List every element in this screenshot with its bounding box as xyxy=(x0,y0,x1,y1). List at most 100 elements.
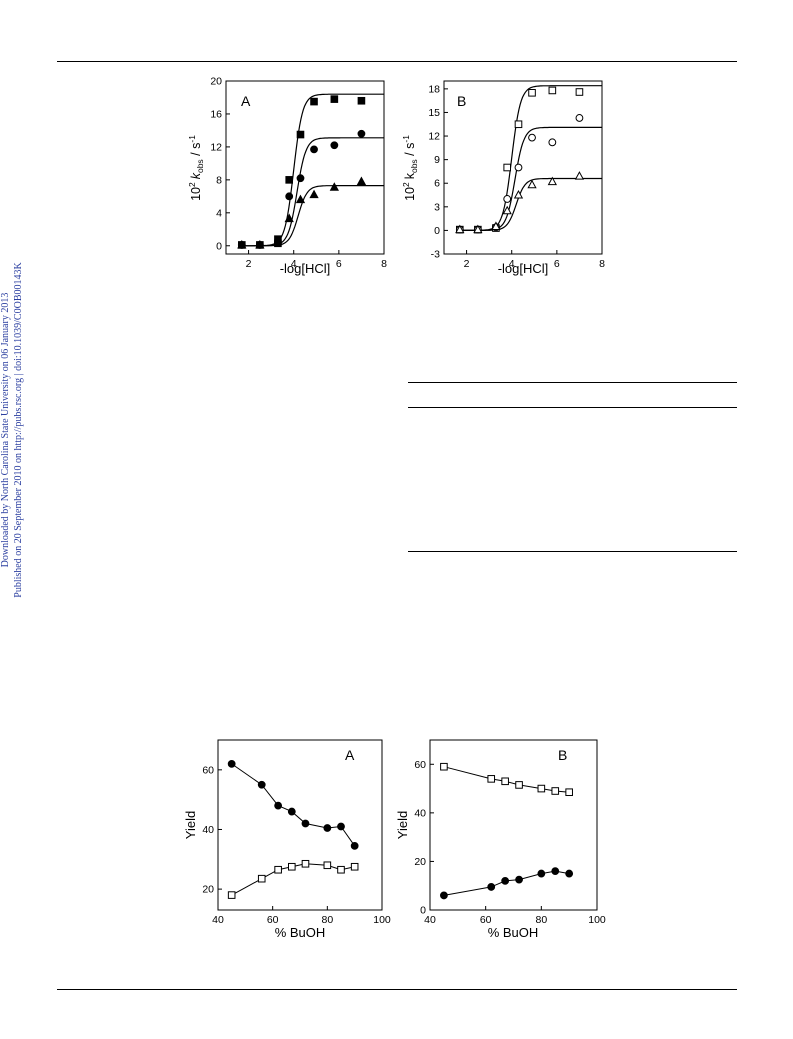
figure2-panel-a-chart: 40 60 80 100 20 40 60 A % BuOH Yield xyxy=(183,739,391,940)
data-point-circle xyxy=(528,133,536,142)
y-tick-label: 60 xyxy=(202,764,214,776)
axis-ticks: 2 4 6 8 0 4 8 12 16 20 xyxy=(210,76,387,271)
plot-frame xyxy=(443,80,603,255)
data-point-triangle xyxy=(273,236,283,246)
data-point-square xyxy=(323,861,332,870)
x-tick-label: 60 xyxy=(480,914,492,926)
data-point-circle xyxy=(337,822,345,831)
data-point-circle xyxy=(227,759,236,768)
data-point-square xyxy=(274,865,282,874)
data-point-circle xyxy=(501,876,510,885)
y-tick-label: 16 xyxy=(210,108,222,120)
data-point-square xyxy=(288,862,296,871)
data-point-circle xyxy=(301,819,310,828)
plot-frame xyxy=(217,739,383,911)
download-notice-line[interactable]: Downloaded by North Carolina State Unive… xyxy=(0,292,11,568)
publication-notice-line[interactable]: Published on 20 September 2010 on http:/… xyxy=(12,262,24,598)
plot-frame xyxy=(225,80,385,255)
data-point-square xyxy=(350,862,359,871)
x-tick-label: 40 xyxy=(212,914,224,926)
table-bottom-rule xyxy=(408,551,737,552)
x-tick-label: 4 xyxy=(291,258,297,270)
fit-curve xyxy=(239,93,384,247)
y-tick-label: 18 xyxy=(428,83,440,95)
y-tick-label: 9 xyxy=(434,154,440,166)
y-label-unit: / s xyxy=(403,143,417,160)
y-label-sub: obs xyxy=(195,159,205,173)
data-point-square xyxy=(565,788,573,797)
data-point-square xyxy=(501,777,509,786)
y-tick-label: 40 xyxy=(414,807,426,819)
data-point-triangle xyxy=(513,189,524,199)
data-point-square xyxy=(285,176,294,184)
data-point-circle xyxy=(287,807,296,816)
x-tick-label: 80 xyxy=(535,914,547,926)
table-header-rule xyxy=(408,407,737,408)
axis-ticks: 2 4 6 8 -3 0 3 6 9 12 15 18 xyxy=(428,83,605,270)
footer-rule xyxy=(57,989,737,990)
data-point-circle xyxy=(323,824,332,832)
data-point-square xyxy=(301,859,310,868)
data-point-triangle xyxy=(574,171,585,180)
data-point-square xyxy=(440,762,448,771)
y-axis-label: Yield xyxy=(183,811,198,839)
x-tick-label: 2 xyxy=(464,258,470,270)
y-label-unit: / s xyxy=(189,143,203,160)
x-axis-label: -log[HCl] xyxy=(498,261,549,276)
data-point-circle xyxy=(310,145,318,154)
data-point-triangle xyxy=(473,224,483,234)
connector-lines xyxy=(443,766,570,896)
data-point-square xyxy=(337,865,345,874)
data-point-circle xyxy=(514,163,523,172)
axis-ticks: 40 60 80 100 20 40 60 xyxy=(202,764,391,926)
y-tick-label: 8 xyxy=(216,174,222,186)
y-tick-label: 12 xyxy=(428,131,440,143)
data-point-circle xyxy=(350,841,359,850)
panel-label: A xyxy=(241,93,251,109)
data-point-triangle xyxy=(237,239,247,249)
y-tick-label: 20 xyxy=(210,76,222,88)
data-point-triangle xyxy=(455,224,465,234)
data-point-circle xyxy=(551,867,560,876)
data-point-circle xyxy=(575,114,584,122)
x-tick-label: 2 xyxy=(246,258,252,270)
y-label-unit-exp: -1 xyxy=(401,135,411,143)
panel-label: A xyxy=(345,747,355,763)
fit-curve xyxy=(457,85,602,231)
y-tick-label: 3 xyxy=(434,201,440,213)
figure2-panel-b-chart: 40 60 80 100 0 20 40 60 B % BuOH Yield xyxy=(395,739,606,940)
data-point-square xyxy=(310,97,318,106)
y-tick-label: 40 xyxy=(202,824,214,836)
y-tick-label: 0 xyxy=(216,240,222,252)
data-point-square xyxy=(514,120,523,129)
data-point-circle xyxy=(357,129,366,138)
plot-frame xyxy=(429,739,598,911)
y-tick-label: -3 xyxy=(431,249,440,261)
data-point-square xyxy=(257,874,266,883)
data-point-square xyxy=(537,784,546,793)
y-axis-label: 102 kobs / s-1 xyxy=(401,135,419,201)
y-label-unit-exp: -1 xyxy=(187,135,197,143)
data-points xyxy=(227,759,359,899)
y-label-exp: 2 xyxy=(401,182,411,187)
x-tick-label: 60 xyxy=(267,914,279,926)
axis-ticks: 40 60 80 100 0 20 40 60 xyxy=(414,759,606,926)
data-point-square xyxy=(487,775,496,783)
data-point-triangle xyxy=(491,221,501,230)
x-axis-label: -log[HCl] xyxy=(280,261,331,276)
data-point-circle xyxy=(548,138,557,147)
y-label-prefix: 10 xyxy=(189,187,203,201)
data-point-circle xyxy=(330,141,339,150)
data-point-square xyxy=(515,781,523,789)
y-tick-label: 0 xyxy=(434,225,440,237)
x-tick-label: 8 xyxy=(599,258,605,270)
data-point-square xyxy=(357,96,366,105)
x-tick-label: 80 xyxy=(321,914,333,926)
data-point-square xyxy=(296,130,305,139)
data-point-triangle xyxy=(356,176,367,186)
data-point-circle xyxy=(285,192,294,201)
data-point-square xyxy=(330,95,339,103)
panel-label: B xyxy=(457,93,466,109)
data-point-circle xyxy=(537,869,546,878)
